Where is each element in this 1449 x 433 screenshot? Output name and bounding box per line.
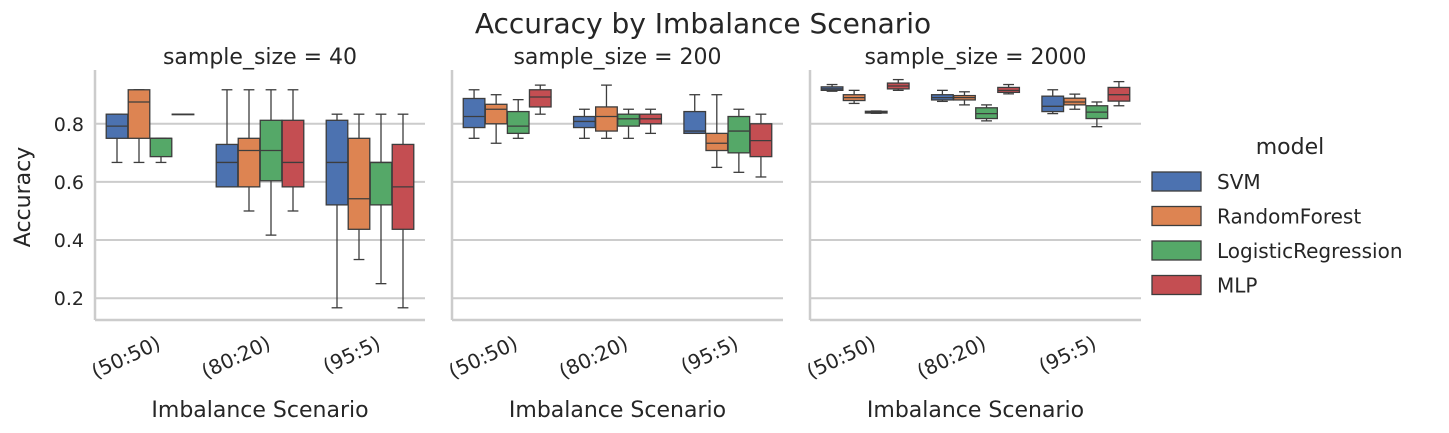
box-mlp <box>391 113 415 309</box>
legend-label: MLP <box>1217 274 1257 298</box>
x-tick-label: (50:50) <box>88 331 165 384</box>
x-tick-label: (80:20) <box>198 331 275 384</box>
x-tick-label: (80:20) <box>913 331 990 384</box>
box-svm <box>1041 89 1065 115</box>
x-axis-label: Imbalance Scenario <box>509 398 726 423</box>
x-tick-label: (80:20) <box>555 331 632 384</box>
box-logisticregression <box>369 113 393 285</box>
box-mlp <box>528 84 552 115</box>
legend-swatch <box>1151 240 1202 261</box>
box-logisticregression <box>727 108 751 173</box>
box-logisticregression <box>617 108 640 139</box>
x-tick-label: (50:50) <box>803 331 880 384</box>
legend: model SVM RandomForest LogisticRegression ML… <box>1151 135 1403 298</box>
legend-label: LogisticRegression <box>1217 239 1403 263</box>
y-tick-label: 0.4 <box>54 230 84 252</box>
box-mlp <box>639 108 663 135</box>
box-body <box>1041 95 1065 113</box>
box-body <box>347 137 371 230</box>
panels: sample_size = 40 0.2 0.4 0.6 0.8 (50:50) (80:2… <box>54 45 1141 423</box>
box-randomforest <box>127 89 151 164</box>
box-randomforest <box>595 84 618 139</box>
x-axis-label: Imbalance Scenario <box>151 398 368 423</box>
legend-title: model <box>1256 135 1325 160</box>
panel-2: sample_size = 200 (50:50) (80:20) (95:5) Imb… <box>445 45 783 423</box>
box-logisticregression <box>1085 101 1109 128</box>
y-tick-label: 0.2 <box>54 288 84 310</box>
y-axis-label: Accuracy <box>11 147 36 247</box>
box-svm <box>462 89 486 139</box>
box-mlp <box>886 78 910 91</box>
box-body <box>369 161 393 206</box>
panel-title: sample_size = 40 <box>163 45 357 70</box>
box-randomforest <box>484 94 508 144</box>
legend-swatch <box>1151 205 1202 227</box>
box-logisticregression <box>259 89 283 236</box>
box-body <box>127 89 151 139</box>
box-body <box>595 106 618 132</box>
box-mlp <box>171 113 195 116</box>
figure-title: Accuracy by Imbalance Scenario <box>475 7 931 40</box>
box-randomforest <box>705 94 729 169</box>
box-svm <box>215 89 239 188</box>
box-body <box>281 119 305 188</box>
box-randomforest <box>842 89 866 105</box>
box-body <box>617 113 640 127</box>
box-body <box>237 137 261 188</box>
x-tick-label: (95:5) <box>677 331 742 378</box>
box-svm <box>930 89 954 103</box>
box-mlp <box>281 89 305 212</box>
box-body <box>149 137 173 158</box>
box-logisticregression <box>864 110 888 114</box>
box-body <box>528 89 552 108</box>
box-randomforest <box>1063 93 1087 110</box>
box-svm <box>683 94 707 135</box>
box-body <box>484 103 508 125</box>
legend-swatch <box>1151 274 1202 296</box>
panel-title: sample_size = 2000 <box>864 45 1086 70</box>
panel-3: sample_size = 2000 (50:50) (80:20) (95:5) Im… <box>803 45 1141 423</box>
box-logisticregression <box>975 104 998 122</box>
legend-label: SVM <box>1217 170 1261 194</box>
x-tick-label: (95:5) <box>319 331 384 378</box>
panel-1: sample_size = 40 0.2 0.4 0.6 0.8 (50:50) (80:2… <box>54 45 425 423</box>
box-svm <box>820 83 844 92</box>
box-body <box>727 115 751 154</box>
x-axis-label: Imbalance Scenario <box>867 398 1084 423</box>
box-randomforest <box>347 113 371 261</box>
box-logisticregression <box>149 137 173 164</box>
box-svm <box>105 113 129 164</box>
x-tick-label: (50:50) <box>445 331 522 384</box>
box-randomforest <box>953 91 976 106</box>
box-body <box>683 110 707 135</box>
box-mlp <box>1107 80 1131 107</box>
box-body <box>705 132 729 152</box>
box-logisticregression <box>506 99 530 139</box>
box-body <box>506 110 530 135</box>
legend-swatch <box>1151 171 1202 192</box>
y-tick-label: 0.6 <box>54 172 84 194</box>
box-svm <box>325 113 349 309</box>
box-body <box>462 97 486 129</box>
box-svm <box>572 108 596 139</box>
panel-title: sample_size = 200 <box>513 45 721 70</box>
box-mlp <box>997 83 1021 95</box>
x-tick-label: (95:5) <box>1035 331 1100 378</box>
legend-label: RandomForest <box>1217 205 1361 229</box>
box-mlp <box>749 113 773 178</box>
box-randomforest <box>237 89 261 212</box>
y-tick-label: 0.8 <box>54 114 84 136</box>
box-body <box>215 143 239 188</box>
